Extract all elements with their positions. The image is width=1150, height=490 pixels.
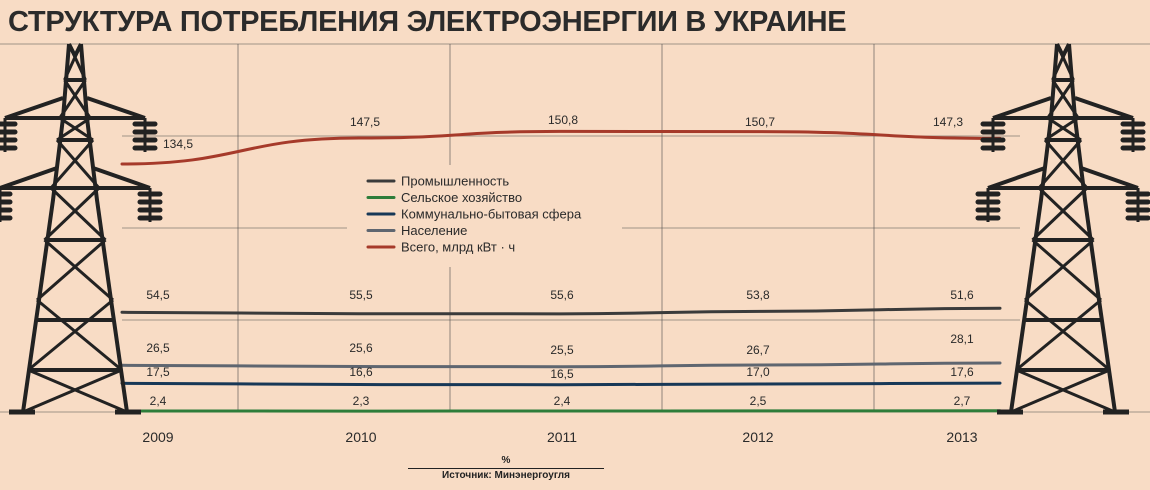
x-tick-label: 2009 xyxy=(142,429,173,445)
pylons xyxy=(0,43,1150,415)
series-line xyxy=(120,381,1002,387)
pylon-tower xyxy=(987,43,1139,415)
data-label: 2,5 xyxy=(750,394,767,408)
footer-rule xyxy=(408,468,604,469)
data-label: 55,5 xyxy=(349,288,373,302)
data-label: 55,6 xyxy=(550,288,574,302)
data-label: 25,6 xyxy=(349,341,373,355)
insulator-icon xyxy=(975,188,1001,222)
unit-label: % xyxy=(501,455,511,466)
data-label: 17,5 xyxy=(146,365,170,379)
series-line xyxy=(120,129,1002,166)
data-label: 25,5 xyxy=(550,343,574,357)
legend-label: Сельское хозяйство xyxy=(401,190,522,205)
insulator-icon xyxy=(0,188,13,222)
data-label: 51,6 xyxy=(950,288,974,302)
data-label: 2,3 xyxy=(353,394,370,408)
data-label: 147,5 xyxy=(350,115,380,129)
data-label: 26,7 xyxy=(746,343,770,357)
x-tick-label: 2011 xyxy=(547,429,577,445)
data-label: 28,1 xyxy=(950,332,974,346)
data-label: 53,8 xyxy=(746,288,770,302)
data-label: 2,7 xyxy=(954,394,971,408)
x-tick-label: 2013 xyxy=(946,429,977,445)
pylon-tower xyxy=(0,43,151,415)
legend-label: Население xyxy=(401,223,467,238)
value-labels: 134,5 147,5 150,8 150,7 147,3 54,5 55,5 55,6 53,… xyxy=(146,113,974,408)
data-label: 147,3 xyxy=(933,115,963,129)
insulator-icon xyxy=(1120,118,1146,152)
legend-label: Коммунально-бытовая сфера xyxy=(401,207,582,222)
data-label: 16,5 xyxy=(550,367,574,381)
insulator-icon xyxy=(0,118,18,152)
data-label: 2,4 xyxy=(554,394,571,408)
data-label: 2,4 xyxy=(150,394,167,408)
data-label: 17,6 xyxy=(950,365,974,379)
series-line xyxy=(120,361,1002,369)
data-label: 54,5 xyxy=(146,288,170,302)
source-note: Источник: Минэнергоугля xyxy=(442,470,570,481)
insulator-icon xyxy=(980,118,1006,152)
insulator-icon xyxy=(132,118,158,152)
x-tick-label: 2010 xyxy=(345,429,376,445)
insulator-icon xyxy=(1125,188,1150,222)
data-label: 26,5 xyxy=(146,341,170,355)
chart-title: СТРУКТУРА ПОТРЕБЛЕНИЯ ЭЛЕКТРОЭНЕРГИИ В У… xyxy=(8,6,847,38)
data-label: 17,0 xyxy=(746,365,770,379)
footer: % Источник: Минэнергоугля xyxy=(408,454,604,483)
legend-label: Всего, млрд кВт · ч xyxy=(401,240,515,255)
legend-label: Промышленность xyxy=(401,174,509,189)
data-label: 134,5 xyxy=(163,137,193,151)
data-label: 150,7 xyxy=(745,115,775,129)
x-tick-label: 2012 xyxy=(742,429,773,445)
x-axis-labels: 2009 2010 2011 2012 2013 xyxy=(142,429,977,445)
insulator-icon xyxy=(137,188,163,222)
series-lines xyxy=(120,129,1002,413)
data-label: 16,6 xyxy=(349,365,373,379)
data-label: 150,8 xyxy=(548,113,578,127)
series-line xyxy=(120,306,1002,316)
